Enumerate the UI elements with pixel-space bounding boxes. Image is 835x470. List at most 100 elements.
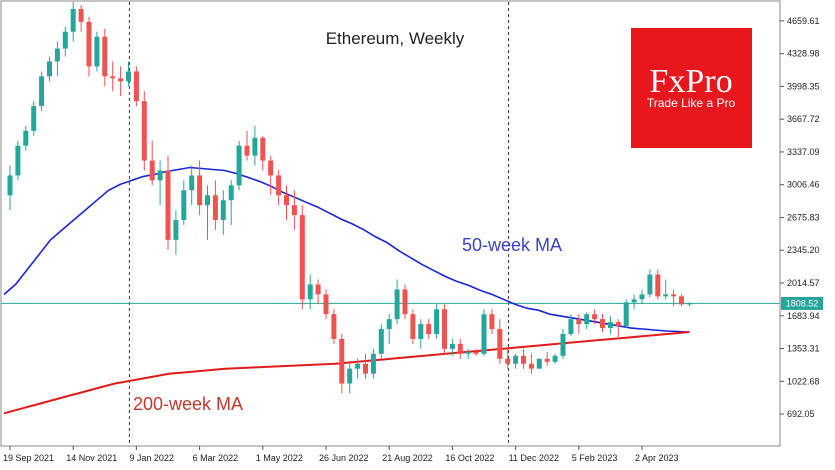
ma50-label: 50-week MA <box>462 235 562 255</box>
candle <box>686 302 692 307</box>
candle-body <box>521 355 526 364</box>
candle-body <box>355 363 361 369</box>
candle-body <box>268 160 274 176</box>
candle-body <box>528 363 534 369</box>
candle-body <box>434 309 440 335</box>
candlesticks-layer <box>7 2 692 394</box>
candle-body <box>607 322 613 329</box>
candle-body <box>157 170 163 181</box>
candle-body <box>426 324 432 335</box>
current-price-badge: 1808.52 <box>781 296 823 310</box>
price-badge-background <box>781 296 823 310</box>
candle-body <box>513 355 519 364</box>
candle-body <box>70 8 76 32</box>
candle-body <box>592 314 598 320</box>
candle <box>426 319 432 339</box>
candle-body <box>7 175 13 196</box>
candle-body <box>141 101 147 161</box>
candle <box>165 155 171 250</box>
x-tick-label: 5 Feb 2023 <box>572 453 618 463</box>
candle <box>15 140 21 181</box>
candle-body <box>639 294 645 300</box>
y-tick-label: 3337.09 <box>787 147 820 157</box>
candle-body <box>276 175 282 196</box>
candle <box>418 319 424 349</box>
candle <box>339 334 345 394</box>
candle-body <box>544 358 550 362</box>
candle <box>39 71 45 112</box>
candle-body <box>465 351 471 354</box>
candle-body <box>31 106 37 131</box>
candle <box>544 351 550 366</box>
logo-background <box>631 28 752 148</box>
candle-body <box>86 21 92 67</box>
candle-body <box>244 145 250 156</box>
candle <box>679 294 684 307</box>
candle <box>189 165 195 206</box>
candle <box>536 358 542 369</box>
candle <box>244 130 250 161</box>
candle <box>252 125 258 166</box>
y-tick-label: 3006.46 <box>787 180 820 190</box>
candle <box>118 66 124 97</box>
candle-body <box>165 170 171 240</box>
candle <box>228 180 234 225</box>
y-tick-label: 1683.94 <box>787 311 820 321</box>
candle-body <box>402 289 408 315</box>
candle-body <box>307 284 313 300</box>
candle <box>513 353 519 369</box>
candle-body <box>291 205 297 216</box>
candle <box>23 125 29 151</box>
price-badge-text: 1808.52 <box>786 298 819 308</box>
candle <box>647 269 653 298</box>
candle-body <box>457 343 463 354</box>
candle <box>54 41 60 77</box>
candle-body <box>655 274 661 297</box>
candle-body <box>173 220 179 240</box>
candle-body <box>647 274 653 295</box>
candle-body <box>449 343 455 349</box>
candle-body <box>623 302 629 327</box>
candle <box>149 140 155 186</box>
candle <box>560 329 566 359</box>
y-tick-label: 3667.72 <box>787 114 820 124</box>
candle <box>197 160 203 216</box>
candle <box>370 348 376 379</box>
candle-body <box>126 71 131 82</box>
candle-body <box>39 76 45 107</box>
y-tick-label: 2345.20 <box>787 245 820 255</box>
candle <box>94 31 100 72</box>
x-axis: 19 Sep 2021 14 Nov 2021 9 Jan 2022 6 Mar 20… <box>3 446 679 463</box>
logo-tagline: Trade Like a Pro <box>647 96 736 110</box>
candle <box>528 353 534 374</box>
y-axis: 4659.61 4328.98 3998.35 3667.72 3337.09 3006.… <box>780 16 820 419</box>
candle <box>7 165 13 211</box>
candle-body <box>671 294 677 297</box>
candle <box>205 185 210 240</box>
candle-body <box>663 294 669 297</box>
candle-body <box>323 294 329 315</box>
candle <box>394 279 400 325</box>
x-tick-label: 21 Aug 2022 <box>382 453 433 463</box>
candle-body <box>260 137 266 161</box>
candle-body <box>560 334 566 356</box>
candle <box>355 358 361 379</box>
candle <box>671 289 677 307</box>
ma200-line <box>3 331 690 415</box>
candle <box>236 140 242 191</box>
candle <box>284 185 289 221</box>
candle <box>639 289 645 305</box>
candle-body <box>299 215 305 300</box>
candle-body <box>489 314 495 330</box>
candle <box>497 319 503 364</box>
candle-body <box>568 319 574 335</box>
fxpro-logo: FxPro Trade Like a Pro <box>631 28 752 148</box>
candle <box>378 324 384 359</box>
x-tick-label: 26 Jun 2022 <box>319 453 369 463</box>
candle-body <box>600 319 605 329</box>
candle-body <box>62 31 68 49</box>
candle-body <box>331 314 337 339</box>
candle <box>434 304 440 339</box>
candle <box>126 61 131 87</box>
candle <box>62 26 68 57</box>
